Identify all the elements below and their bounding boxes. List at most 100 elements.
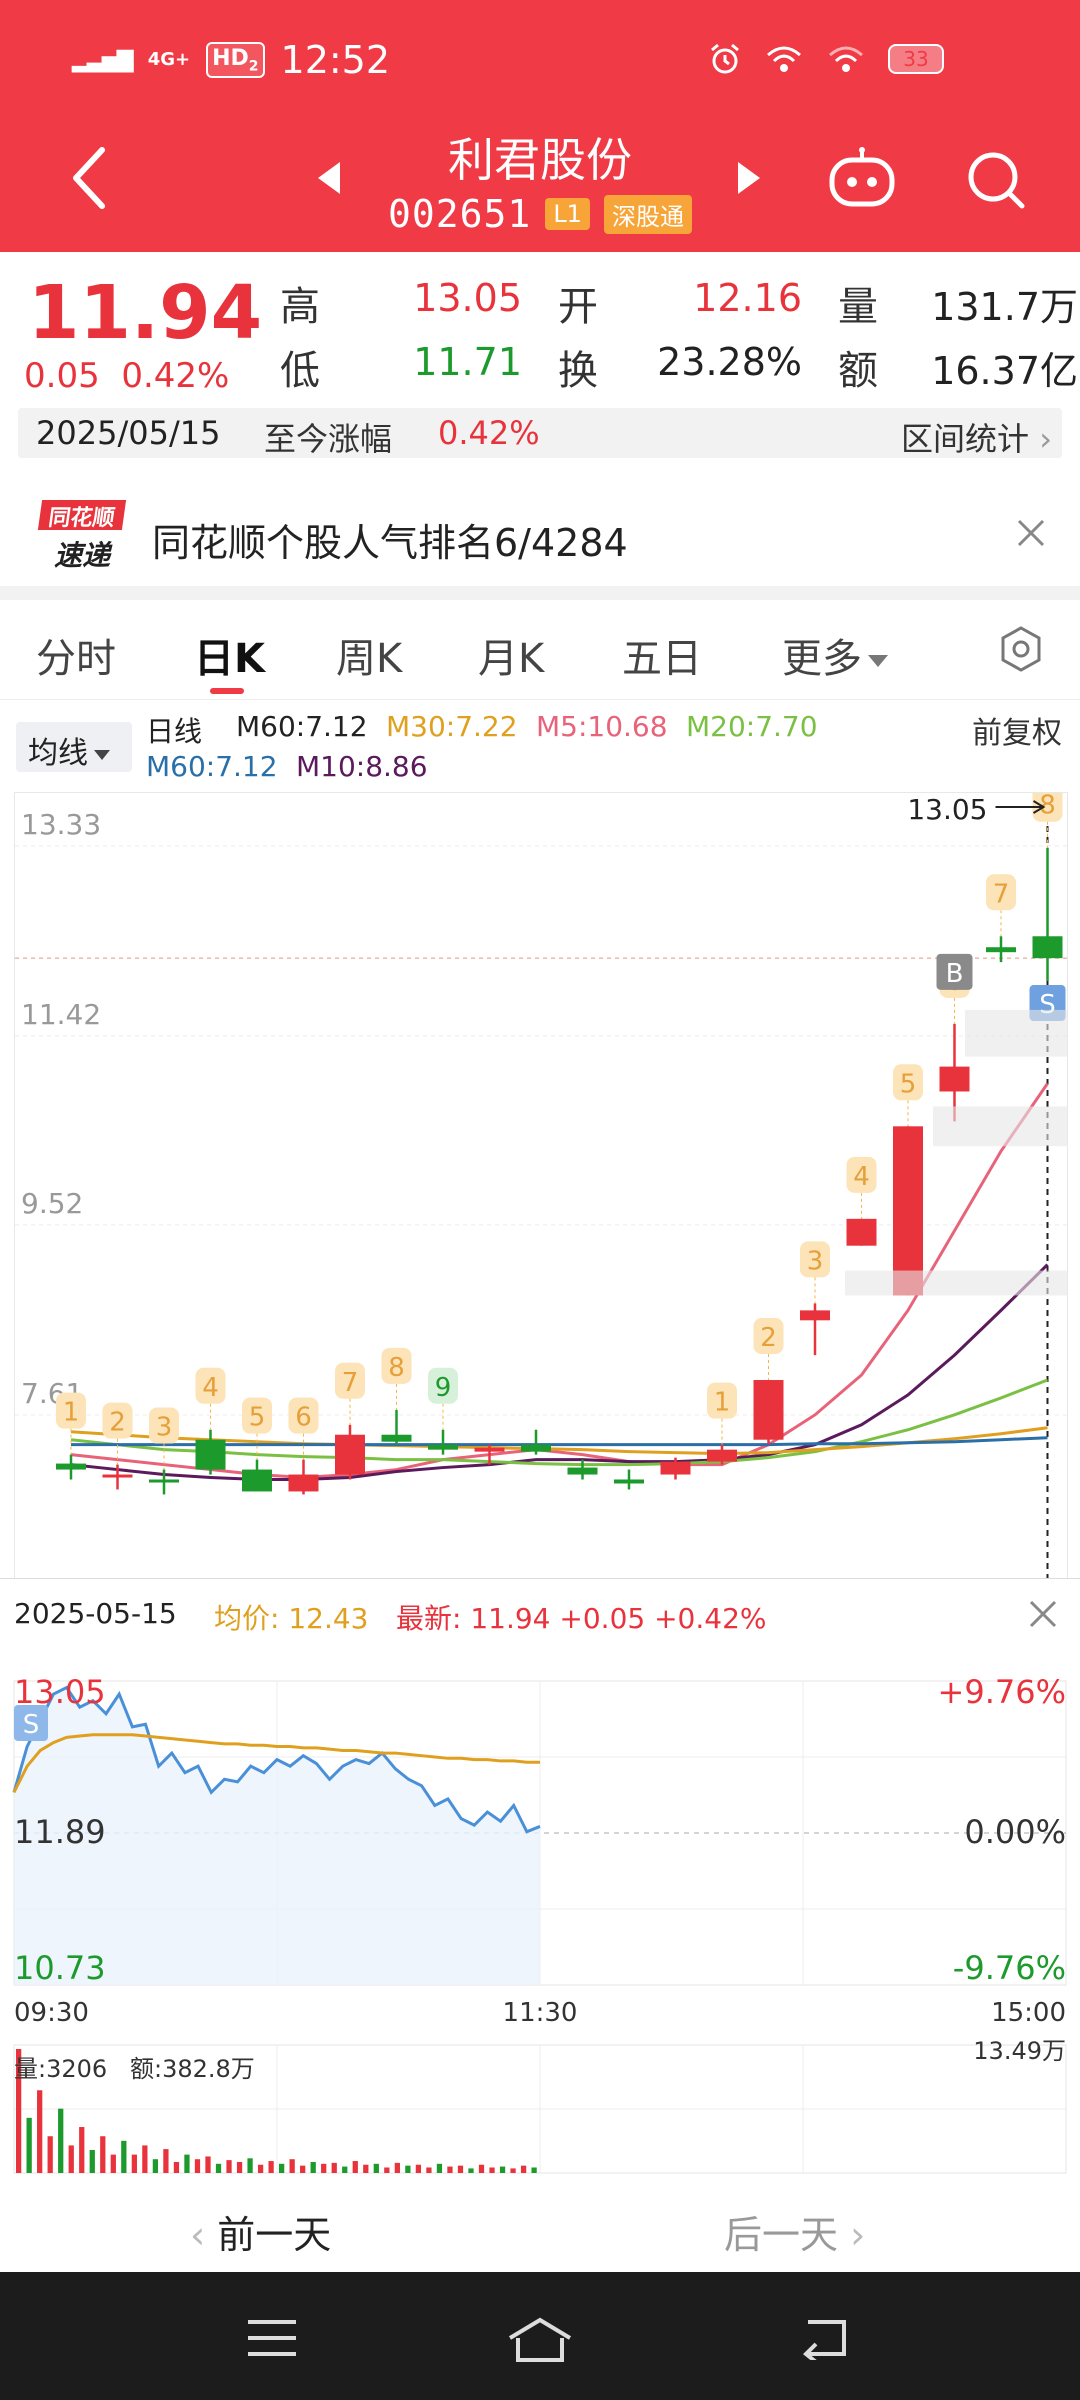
range-label: 至今涨幅 bbox=[264, 420, 393, 458]
ma-selector[interactable]: 均线 bbox=[16, 722, 132, 772]
network-type: 4G+ bbox=[147, 49, 191, 70]
candle-body bbox=[707, 1449, 737, 1462]
y-tick-label: 11.89 bbox=[14, 1813, 106, 1851]
open-label: 开 bbox=[558, 284, 598, 330]
ma-line-m5 bbox=[70, 1082, 1049, 1480]
connect-badge: 深股通 bbox=[603, 194, 692, 234]
robot-icon[interactable] bbox=[826, 146, 898, 210]
tab-more[interactable]: 更多 bbox=[782, 626, 888, 684]
volume-bar bbox=[373, 2163, 379, 2173]
ma-m10: M10:8.86 bbox=[296, 750, 428, 783]
kline-chart[interactable]: 13.3311.429.527.6112345678912345678BS13.… bbox=[14, 792, 1068, 1579]
battery-level: 33 bbox=[903, 47, 929, 71]
volume-max-label: 13.49万 bbox=[973, 2037, 1066, 2065]
intraday-chart[interactable]: 13.05 11.89 10.73 +9.76% 0.00% -9.76% 09:30 11:… bbox=[0, 1651, 1080, 2025]
candle-body bbox=[1032, 936, 1063, 959]
candle-body bbox=[428, 1444, 458, 1450]
home-icon[interactable] bbox=[504, 2316, 576, 2364]
rank-banner[interactable]: 同花顺 速递 同花顺个股人气排名6/4284 bbox=[0, 482, 1080, 582]
intraday-date: 2025-05-15 bbox=[14, 1597, 177, 1630]
close-icon[interactable] bbox=[1028, 1599, 1058, 1629]
back-icon[interactable] bbox=[62, 138, 122, 218]
tab-daily-k[interactable]: 日K bbox=[194, 636, 265, 682]
menu-icon[interactable] bbox=[244, 2316, 300, 2360]
volume-bar bbox=[16, 2049, 22, 2173]
volume-value: 131.7万 bbox=[931, 285, 1078, 329]
volume-bar bbox=[489, 2167, 495, 2173]
volume-bar bbox=[457, 2165, 464, 2173]
active-tab-indicator bbox=[210, 688, 244, 694]
wifi-2-icon bbox=[829, 46, 863, 72]
candle-body bbox=[893, 1126, 923, 1296]
y-tick-label: 13.33 bbox=[21, 808, 101, 841]
candle-body bbox=[614, 1479, 644, 1484]
adjust-mode[interactable]: 前复权 bbox=[972, 716, 1062, 751]
status-left: ▂▃▅▇ 4G+ HD2 12:52 bbox=[72, 38, 390, 82]
settings-icon[interactable] bbox=[996, 624, 1046, 674]
volume-label: 量:3206 bbox=[14, 2055, 107, 2083]
candle-body bbox=[195, 1439, 226, 1470]
pct-tick-label: -9.76% bbox=[953, 1949, 1066, 1987]
low-value: 11.71 bbox=[413, 340, 522, 384]
ma-line-m10 bbox=[70, 1263, 1049, 1482]
tab-five-day[interactable]: 五日 bbox=[622, 636, 702, 682]
tab-monthly-k[interactable]: 月K bbox=[478, 636, 545, 682]
volume-bar bbox=[121, 2140, 127, 2173]
next-stock-icon[interactable] bbox=[738, 162, 760, 194]
volume-bar bbox=[415, 2164, 422, 2173]
next-day-label: 后一天 bbox=[724, 2213, 839, 2257]
volume-bar bbox=[142, 2145, 148, 2173]
low-label: 低 bbox=[280, 348, 320, 394]
x-tick-label: 11:30 bbox=[503, 1998, 578, 2025]
candle-body bbox=[521, 1444, 551, 1452]
search-icon[interactable] bbox=[964, 148, 1028, 212]
candle-body bbox=[381, 1434, 412, 1442]
count-label: 8 bbox=[1039, 793, 1056, 821]
volume-bar bbox=[289, 2159, 295, 2173]
hd-sub: 2 bbox=[248, 58, 259, 75]
volume-bar bbox=[436, 2163, 443, 2173]
intraday-header: 2025-05-15 均价: 12.43 最新: 11.94 +0.05 +0.… bbox=[0, 1579, 1080, 1651]
day-nav: ‹ 前一天 后一天 › bbox=[0, 2184, 1080, 2272]
ma-legend: 均线 日线 M60:7.12 M30:7.22 M5:10.68 M20:7.7… bbox=[0, 700, 1080, 792]
caret-down-icon bbox=[94, 749, 110, 760]
volume-bar bbox=[342, 2166, 348, 2173]
signal-icon: ▂▃▅▇ bbox=[72, 47, 134, 73]
volume-bar bbox=[394, 2162, 400, 2173]
volume-bar bbox=[352, 2161, 358, 2173]
volume-bar bbox=[520, 2165, 527, 2173]
range-value: 0.42% bbox=[438, 414, 540, 452]
ma-line-m20 bbox=[70, 1378, 1049, 1467]
price-zone bbox=[965, 1009, 1067, 1057]
amount-value: 16.37亿 bbox=[931, 349, 1078, 393]
prev-stock-icon[interactable] bbox=[318, 162, 340, 194]
volume-bar bbox=[321, 2163, 327, 2173]
price-line bbox=[12, 1685, 541, 1834]
next-day-button[interactable]: 后一天 › bbox=[724, 2204, 865, 2259]
divider bbox=[0, 586, 1080, 600]
count-label: 1 bbox=[63, 1398, 80, 1428]
prev-day-button[interactable]: ‹ 前一天 bbox=[190, 2204, 331, 2259]
trade-mark bbox=[14, 1705, 48, 1741]
system-nav-bar bbox=[0, 2272, 1080, 2400]
close-icon[interactable] bbox=[1014, 516, 1048, 550]
tab-intraday[interactable]: 分时 bbox=[36, 636, 116, 682]
range-stat-link[interactable]: 区间统计 › bbox=[901, 414, 1052, 460]
volume-bar bbox=[58, 2108, 64, 2173]
tab-weekly-k[interactable]: 周K bbox=[336, 636, 403, 682]
high-label: 高 bbox=[280, 284, 320, 330]
volume-bar bbox=[300, 2165, 306, 2173]
rank-logo: 同花顺 速递 bbox=[36, 500, 127, 572]
volume-bar bbox=[37, 2090, 43, 2173]
candle-body bbox=[567, 1467, 598, 1475]
count-badge bbox=[893, 1064, 923, 1101]
intraday-panel: 2025-05-15 均价: 12.43 最新: 11.94 +0.05 +0.… bbox=[0, 1578, 1080, 2184]
status-bar: ▂▃▅▇ 4G+ HD2 12:52 33 bbox=[0, 0, 1080, 120]
ma-line-m60 bbox=[71, 1436, 1048, 1447]
return-icon[interactable] bbox=[796, 2316, 852, 2360]
clock: 12:52 bbox=[280, 38, 391, 82]
x-tick-label: 15:00 bbox=[991, 1998, 1066, 2025]
stock-code-row: 002651 L1 深股通 bbox=[0, 192, 1080, 236]
range-stat-bar[interactable]: 2025/05/15 至今涨幅 0.42% 区间统计 › bbox=[18, 408, 1062, 458]
